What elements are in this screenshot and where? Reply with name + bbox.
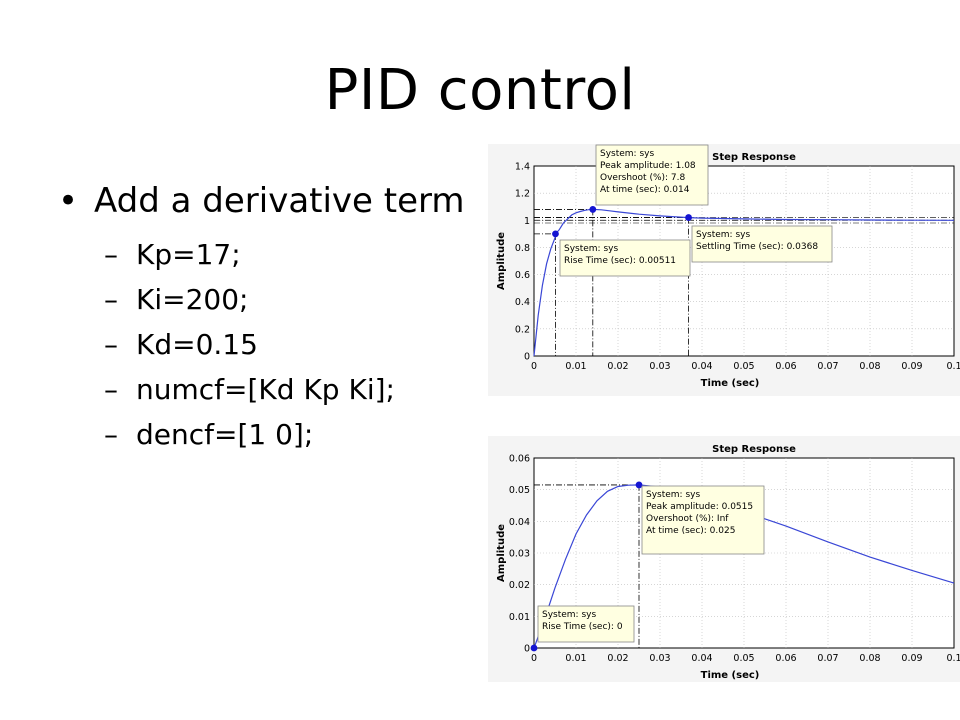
y-tick-label: 0.02	[509, 580, 530, 591]
step-response-chart-bottom: 0 0.01 0.02 0.03 0.04 0.05 0.06 0.07 0.08 0.09 0.1…	[488, 436, 960, 682]
annotation-text: Overshoot (%): 7.8	[600, 173, 685, 183]
y-tick-label: 0.04	[509, 517, 530, 528]
x-tick-label: 0.01	[565, 653, 586, 664]
response-line	[533, 484, 955, 649]
annotation-text: Overshoot (%): Inf	[646, 514, 729, 524]
y-axis-label: Amplitude	[496, 232, 507, 290]
annotation-text: System: sys	[646, 490, 700, 500]
x-tick-label: 0.04	[691, 653, 712, 664]
x-tick-label: 0.06	[775, 361, 796, 372]
x-tick-label: 0.07	[817, 653, 838, 664]
annotation-box	[559, 239, 691, 277]
annotation-box	[691, 225, 833, 263]
annotation-text: At time (sec): 0.014	[600, 185, 690, 195]
sub-item: – Ki=200;	[104, 277, 478, 322]
x-tick-label: 0.02	[607, 361, 628, 372]
annotation-text: Peak amplitude: 1.08	[600, 161, 696, 171]
y-tick-label: 0	[524, 644, 530, 655]
bullet-dot-icon: •	[58, 181, 79, 221]
sub-item-numcf: numcf=[Kd Kp Ki];	[136, 373, 395, 406]
sub-item-list: – Kp=17; – Ki=200; – Kd=0.15 – numcf=[Kd Kp …	[104, 232, 478, 457]
chart-title: Step Response	[712, 444, 796, 455]
sub-item: – dencf=[1 0];	[104, 412, 478, 457]
dash-icon: –	[104, 238, 118, 271]
x-tick-label: 0.04	[691, 361, 712, 372]
data-marker	[685, 214, 692, 221]
y-tick-label: 1.4	[515, 162, 530, 173]
y-tick-label: 0.05	[509, 485, 530, 496]
x-tick-label: 0	[531, 653, 537, 664]
data-marker	[635, 481, 643, 489]
sub-item-dencf: dencf=[1 0];	[136, 418, 314, 451]
annotation-text: System: sys	[542, 610, 596, 620]
y-tick-label: 1	[524, 216, 530, 227]
sub-item: – Kd=0.15	[104, 322, 478, 367]
annotation-text: Rise Time (sec): 0.00511	[564, 256, 676, 266]
x-axis-label: Time (sec)	[701, 670, 760, 681]
x-axis-label: Time (sec)	[701, 378, 760, 389]
sub-item: – numcf=[Kd Kp Ki];	[104, 367, 478, 412]
response-line	[533, 208, 955, 357]
x-tick-label: 0.07	[817, 361, 838, 372]
data-marker	[530, 644, 538, 652]
sub-item-kd: Kd=0.15	[136, 328, 258, 361]
x-tick-label: 0.09	[901, 361, 922, 372]
x-tick-label: 0.09	[901, 653, 922, 664]
x-tick-label: 0.03	[649, 361, 670, 372]
y-tick-label: 0.4	[515, 297, 530, 308]
annotation-text: System: sys	[600, 149, 654, 159]
dash-icon: –	[104, 283, 118, 316]
annotation-text: Settling Time (sec): 0.0368	[696, 242, 818, 252]
step-response-plot-top: 0 0.01 0.02 0.03 0.04 0.05 0.06 0.07 0.08 0.09 0.1…	[496, 144, 960, 389]
sub-item-kp: Kp=17;	[136, 238, 241, 271]
annotation-box	[641, 485, 765, 555]
x-tick-label: 0.05	[733, 361, 754, 372]
bullet-text: Add a derivative term	[94, 181, 465, 221]
x-tick-label: 0.01	[565, 361, 586, 372]
annotation-text: At time (sec): 0.025	[646, 526, 735, 536]
annotation-text: Rise Time (sec): 0	[542, 622, 623, 632]
bullet-item: • Add a derivative term	[58, 178, 478, 224]
x-tick-label: 0.03	[649, 653, 670, 664]
y-tick-label: 0.06	[509, 454, 530, 465]
y-tick-label: 0.01	[509, 612, 530, 623]
dash-icon: –	[104, 328, 118, 361]
annotation-text: System: sys	[564, 244, 618, 254]
y-tick-label: 0.8	[515, 243, 530, 254]
y-axis-label: Amplitude	[496, 524, 507, 582]
data-marker	[589, 206, 597, 213]
y-tick-label: 1.2	[515, 189, 530, 200]
x-tick-label: 0.08	[859, 653, 880, 664]
y-tick-label: 0.2	[515, 324, 530, 335]
dash-icon: –	[104, 373, 118, 406]
y-tick-label: 0	[524, 352, 530, 363]
annotation-text: System: sys	[696, 230, 750, 240]
annotation-text: Peak amplitude: 0.0515	[646, 502, 753, 512]
annotation-box	[537, 605, 635, 643]
bullet-list: • Add a derivative term – Kp=17; – Ki=200;…	[58, 178, 478, 457]
chart-title: Step Response	[712, 152, 796, 163]
step-response-chart-top: 0 0.01 0.02 0.03 0.04 0.05 0.06 0.07 0.08 0.09 0.1…	[488, 144, 960, 396]
sub-item: – Kp=17;	[104, 232, 478, 277]
x-tick-label: 0.1	[946, 361, 960, 372]
step-response-plot-bottom: 0 0.01 0.02 0.03 0.04 0.05 0.06 0.07 0.08 0.09 0.1…	[496, 444, 960, 681]
y-tick-label: 0.6	[515, 270, 530, 281]
x-tick-label: 0.02	[607, 653, 628, 664]
sub-item-ki: Ki=200;	[136, 283, 249, 316]
x-tick-label: 0.05	[733, 653, 754, 664]
y-tick-label: 0.03	[509, 549, 530, 560]
slide-title: PID control	[324, 58, 636, 123]
annotation-box	[595, 144, 709, 206]
data-marker	[552, 230, 559, 238]
x-tick-label: 0.08	[859, 361, 880, 372]
x-tick-label: 0.1	[946, 653, 960, 664]
x-tick-label: 0	[531, 361, 537, 372]
dash-icon: –	[104, 418, 118, 451]
x-tick-label: 0.06	[775, 653, 796, 664]
